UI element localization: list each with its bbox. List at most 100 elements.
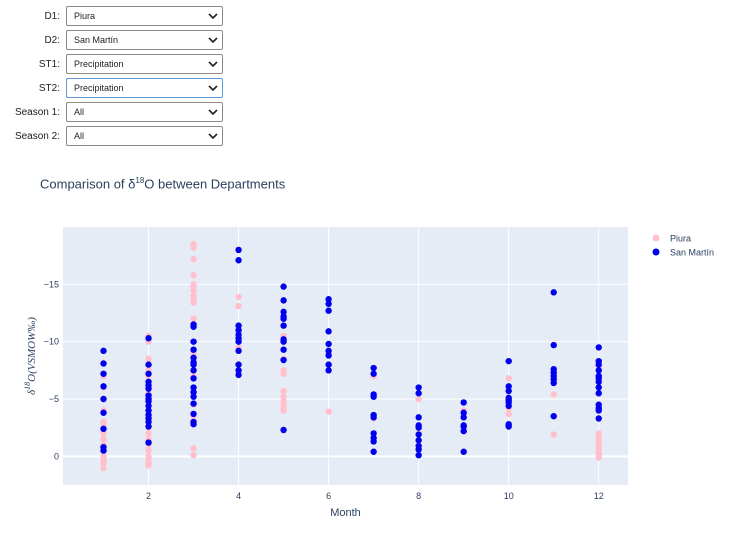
d2-select[interactable]: San Martín — [66, 30, 223, 50]
data-point — [190, 286, 197, 294]
y-tick-label: −5 — [49, 394, 59, 404]
x-tick-label: 6 — [326, 491, 331, 501]
data-point — [145, 423, 152, 430]
data-point — [190, 294, 197, 302]
data-point — [550, 341, 557, 349]
data-point — [415, 384, 422, 391]
legend-label: Piura — [670, 234, 691, 244]
data-point — [460, 409, 467, 416]
x-tick-label: 12 — [594, 491, 604, 501]
data-point — [370, 393, 377, 400]
data-point — [415, 451, 422, 459]
season1-select[interactable]: All — [66, 102, 223, 122]
data-point — [325, 296, 332, 303]
data-point — [595, 378, 602, 385]
data-point — [190, 400, 197, 407]
data-point — [190, 346, 197, 353]
data-point — [145, 361, 152, 368]
st2-select[interactable]: Precipitation — [66, 78, 223, 98]
data-point — [325, 340, 332, 348]
season2-select[interactable]: All — [66, 126, 223, 146]
data-point — [100, 464, 107, 471]
data-point — [415, 395, 422, 403]
data-point — [100, 435, 107, 443]
data-point — [280, 387, 287, 395]
data-point — [505, 383, 512, 390]
chart-title-prefix: Comparison of δ — [40, 176, 136, 192]
data-point — [595, 361, 602, 368]
data-point — [190, 271, 197, 279]
data-point — [505, 387, 512, 395]
data-point — [280, 308, 287, 316]
data-point — [145, 439, 152, 446]
y-axis-title-prefix: δ — [26, 389, 38, 395]
y-tick-label: 0 — [54, 451, 59, 461]
data-point — [595, 454, 602, 461]
chevron-down-icon — [208, 133, 218, 140]
legend: Piura San Martín — [652, 234, 714, 258]
data-point — [100, 430, 107, 437]
data-point — [415, 431, 422, 438]
data-point — [550, 391, 557, 398]
data-point — [190, 367, 197, 374]
data-point — [235, 322, 242, 329]
d1-select[interactable]: Piura — [66, 6, 223, 26]
data-point — [145, 447, 152, 454]
data-point — [460, 399, 467, 406]
data-point — [145, 385, 152, 392]
d2-row: D2: San Martín — [0, 30, 240, 54]
chevron-down-icon — [208, 61, 218, 68]
season1-value: All — [74, 107, 85, 117]
data-point — [325, 361, 332, 368]
st2-row: ST2: Precipitation — [0, 78, 240, 102]
data-point — [190, 388, 197, 396]
data-point — [190, 384, 197, 391]
st1-value: Precipitation — [74, 59, 124, 69]
data-point — [325, 367, 332, 374]
data-point — [415, 390, 422, 397]
data-point — [280, 346, 287, 353]
data-point — [370, 364, 377, 372]
data-point — [100, 395, 107, 403]
data-point — [235, 327, 242, 334]
data-point — [190, 315, 197, 322]
y-axis-title-sup: 18 — [23, 382, 32, 390]
data-point — [325, 352, 332, 359]
data-point — [145, 398, 152, 405]
chart-title-suffix: O between Departments — [144, 176, 286, 192]
data-point — [415, 424, 422, 431]
data-point — [550, 379, 557, 387]
st2-label: ST2: — [38, 83, 60, 94]
data-point — [325, 328, 332, 335]
d1-label: D1: — [44, 11, 60, 22]
data-point — [235, 371, 242, 379]
data-point — [370, 414, 377, 421]
data-point — [505, 423, 512, 430]
data-point — [370, 448, 377, 455]
data-point — [325, 408, 332, 415]
data-point — [190, 410, 197, 418]
data-point — [595, 384, 602, 391]
y-axis-title-suffix: O(VSMOW‰) — [26, 317, 38, 382]
legend-marker — [652, 248, 660, 256]
data-point — [415, 437, 422, 444]
data-point — [460, 448, 467, 455]
data-point — [190, 451, 197, 459]
data-point — [235, 338, 242, 345]
data-point — [595, 344, 602, 351]
season2-row: Season 2: All — [0, 126, 240, 150]
data-point — [280, 398, 287, 405]
data-point — [415, 446, 422, 453]
data-point — [190, 244, 197, 251]
data-point — [190, 323, 197, 330]
data-point — [280, 407, 287, 414]
data-point — [595, 367, 602, 374]
data-point — [505, 410, 512, 418]
data-point — [190, 255, 197, 263]
chart-title-sup: 18 — [135, 176, 145, 185]
st1-label: ST1: — [38, 59, 60, 70]
data-point — [235, 347, 242, 355]
st1-select[interactable]: Precipitation — [66, 54, 223, 74]
data-point — [505, 375, 512, 382]
